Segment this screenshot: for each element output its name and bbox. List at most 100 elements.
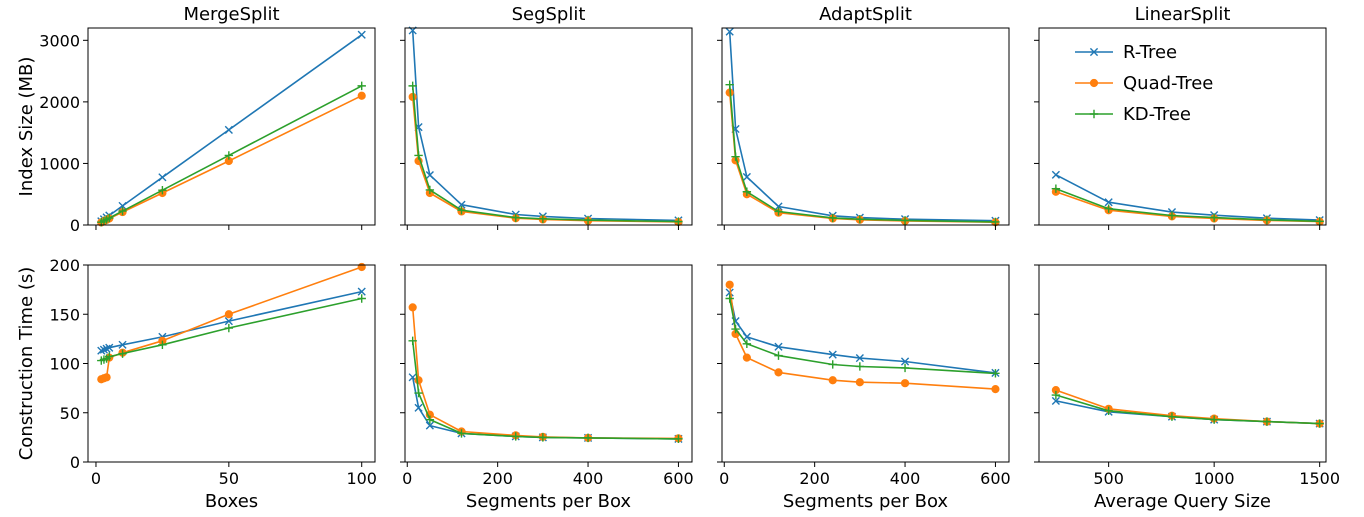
data-point-kd-tree — [118, 206, 127, 216]
data-point-quad-tree — [414, 376, 423, 385]
data-point-kd-tree — [538, 214, 548, 224]
data-point-kd-tree — [224, 323, 234, 333]
panel-row1-col4 — [1034, 27, 1327, 230]
data-point-r-tree — [828, 350, 837, 359]
data-point-quad-tree — [855, 378, 864, 387]
series-line-kd-tree — [1055, 187, 1320, 223]
data-point-quad-tree — [357, 91, 366, 100]
data-point-quad-tree — [408, 303, 417, 312]
legend-item-quad-tree: Quad-Tree — [1075, 73, 1213, 94]
data-point-r-tree — [1051, 396, 1060, 406]
data-point-kd-tree — [414, 151, 423, 160]
x-tick-label: 600 — [980, 469, 1011, 488]
data-point-r-tree — [900, 357, 910, 366]
data-point-kd-tree — [583, 433, 593, 443]
data-point-kd-tree — [1262, 215, 1272, 224]
data-point-quad-tree — [102, 373, 111, 382]
data-point-kd-tree — [855, 214, 865, 224]
axes-frame — [721, 264, 1010, 463]
y-tick-label: 0 — [70, 216, 80, 235]
data-point-r-tree — [102, 344, 111, 353]
x-tick-label: 400 — [573, 469, 604, 488]
panel-row1-col1: 0 1000 2000 3000 — [39, 27, 376, 235]
data-point-quad-tree — [774, 368, 783, 377]
axes-frame — [721, 27, 1010, 226]
x-axis-label: Boxes — [205, 491, 258, 512]
data-point-kd-tree — [1262, 417, 1272, 426]
data-point-r-tree — [725, 288, 734, 297]
x-tick-label: 500 — [1093, 469, 1124, 488]
data-point-r-tree — [224, 317, 233, 326]
data-point-kd-tree — [731, 152, 740, 161]
data-point-kd-tree — [511, 213, 520, 222]
series-line-kd-tree — [728, 84, 996, 223]
data-point-r-tree — [1051, 170, 1060, 179]
data-point-quad-tree — [224, 310, 233, 319]
series-line-kd-tree — [1055, 394, 1320, 425]
panel-title: AdaptSplit — [819, 4, 912, 25]
series-line-kd-tree — [100, 85, 363, 223]
data-point-kd-tree — [1209, 415, 1219, 424]
panel-row2-col1: 0 50 100 0 50 100 150 200 — [49, 256, 377, 488]
data-point-kd-tree — [357, 81, 366, 91]
data-point-kd-tree — [224, 151, 234, 160]
data-point-kd-tree — [742, 339, 752, 348]
x-tick-label: 0 — [402, 469, 412, 488]
data-point-kd-tree — [511, 432, 520, 441]
data-point-quad-tree — [357, 262, 366, 272]
series-line-kd-tree — [728, 298, 996, 375]
data-point-kd-tree — [1167, 211, 1177, 220]
data-point-r-tree — [457, 200, 466, 209]
y-tick-label: 1000 — [39, 154, 80, 173]
x-tick-label: 1500 — [1299, 469, 1340, 488]
data-point-kd-tree — [900, 216, 910, 225]
data-point-r-tree — [425, 171, 434, 180]
x-tick-label: 100 — [346, 469, 377, 488]
y-axis-label: Construction Time (s) — [16, 267, 37, 461]
data-point-kd-tree — [105, 213, 114, 223]
data-point-r-tree — [97, 346, 106, 355]
legend-item-kd-tree: KD-Tree — [1075, 104, 1191, 125]
x-tick-label: 0 — [91, 469, 101, 488]
data-point-kd-tree — [900, 363, 910, 373]
x-axis-label: Segments per Box — [466, 491, 632, 512]
axes-frame — [404, 27, 693, 226]
data-point-quad-tree — [828, 376, 837, 385]
data-point-kd-tree — [118, 349, 127, 358]
data-point-kd-tree — [1167, 412, 1177, 421]
panel-row2-col3: 0 200 400 600 — [717, 264, 1011, 488]
y-tick-label: 3000 — [39, 31, 80, 50]
x-axis-label: Average Query Size — [1094, 491, 1271, 512]
series-line-kd-tree — [411, 85, 679, 223]
data-point-r-tree — [357, 287, 366, 296]
x-axis-label: Segments per Box — [783, 491, 949, 512]
axes-frame — [87, 264, 376, 463]
data-point-kd-tree — [725, 294, 734, 303]
data-point-r-tree — [742, 172, 751, 182]
data-point-r-tree — [725, 27, 734, 36]
data-point-r-tree — [774, 342, 783, 351]
data-point-kd-tree — [158, 186, 167, 195]
data-point-r-tree — [224, 125, 233, 134]
series-line-quad-tree — [728, 284, 996, 390]
data-point-kd-tree — [774, 351, 783, 360]
data-point-r-tree — [357, 30, 366, 39]
data-point-kd-tree — [583, 215, 593, 225]
data-point-r-tree — [158, 173, 167, 182]
panel-row2-col4: 500 1000 1500 — [1034, 264, 1340, 488]
data-point-kd-tree — [408, 81, 417, 91]
data-point-r-tree — [1104, 198, 1113, 207]
x-tick-label: 0 — [719, 469, 729, 488]
data-point-kd-tree — [414, 388, 423, 398]
data-point-r-tree — [118, 340, 127, 349]
axes-frame — [87, 27, 376, 226]
data-point-kd-tree — [538, 433, 548, 442]
panel-title: LinearSplit — [1135, 4, 1231, 25]
y-tick-label: 50 — [60, 404, 80, 423]
panel-row1-col3 — [717, 27, 1010, 230]
legend-marker — [1089, 47, 1099, 57]
legend-label: Quad-Tree — [1123, 73, 1213, 94]
data-point-r-tree — [105, 343, 114, 352]
data-point-kd-tree — [674, 434, 683, 444]
